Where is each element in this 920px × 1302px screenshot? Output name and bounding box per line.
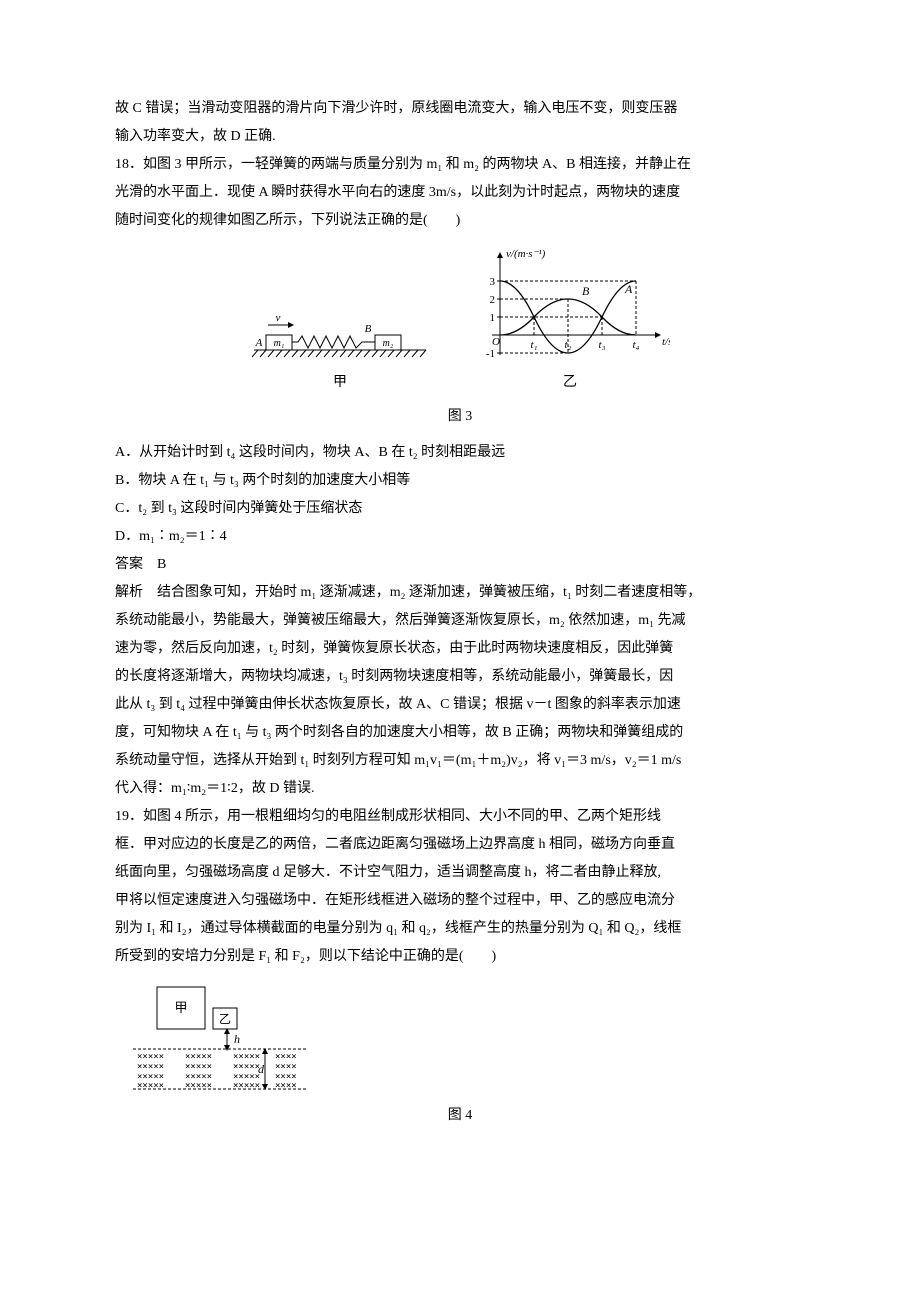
svg-text:×××××: ××××× (185, 1081, 212, 1091)
q18-exp-6: 度，可知物块 A 在 t₁ 与 t₃ 两个时刻各自的加速度大小相等，故 B 正确… (115, 719, 805, 747)
ytick-1: 1 (490, 312, 496, 324)
q18-exp-7: 系统动量守恒，选择从开始到 t₁ 时刻列方程可知 m₁v₁＝(m₁＋m₂)v₂，… (115, 747, 805, 775)
spring-diagram-svg: m₁ A m₂ B v (250, 305, 430, 365)
xtick-t3: t₃ (599, 339, 606, 351)
q18-fig-label: 图 3 (115, 403, 805, 431)
v-label: v (276, 312, 281, 324)
origin-o: O (492, 336, 500, 348)
q19-fig-label: 图 4 (115, 1102, 805, 1130)
q18-exp-1: 解析 结合图象可知，开始时 m₁ 逐渐减速，m₂ 逐渐加速，弹簧被压缩，t₁ 时… (115, 579, 805, 607)
q18-exp-4: 的长度将逐渐增大，两物块均减速，t₃ 时刻两物块速度相等，系统动能最小，弹簧最长… (115, 663, 805, 691)
ytick-neg1: -1 (486, 348, 495, 360)
q18-panel-jia: m₁ A m₂ B v 甲 (250, 305, 430, 397)
xtick-t1: t₁ (531, 339, 538, 351)
d-label: d (258, 1062, 265, 1076)
prev-line-1: 故 C 错误；当滑动变阻器的滑片向下滑少许时，原线圈电流变大，输入电压不变，则变… (115, 95, 805, 123)
a-label: A (255, 337, 263, 349)
xtick-t4: t₄ (633, 339, 640, 351)
q19-stem-1: 19．如图 4 所示，用一根粗细均匀的电阻丝制成形状相同、大小不同的甲、乙两个矩… (115, 803, 805, 831)
q18-figure: m₁ A m₂ B v 甲 (115, 245, 805, 397)
panel-jia-label: 甲 (333, 369, 347, 397)
vt-chart-svg: v/(m·s⁻¹) t/s O 1 2 3 -1 t₁ t₂ t₃ (470, 245, 670, 365)
q18-stem-3: 随时间变化的规律如图乙所示，下列说法正确的是( ) (115, 207, 805, 235)
svg-text:×××××: ××××× (185, 1062, 212, 1072)
q18-exp-3: 速为零，然后反向加速，t₂ 时刻，弹簧恢复原长状态，由于此时两物块速度相反，因此… (115, 635, 805, 663)
ytick-2: 2 (490, 294, 496, 306)
svg-text:××××: ×××× (275, 1081, 297, 1091)
svg-text:×××××: ××××× (185, 1052, 212, 1062)
q18-choice-b: B．物块 A 在 t₁ 与 t₃ 两个时刻的加速度大小相等 (115, 467, 805, 495)
prev-line-2: 输入功率变大，故 D 正确. (115, 123, 805, 151)
q18-stem-2: 光滑的水平面上．现使 A 瞬时获得水平向右的速度 3m/s，以此刻为计时起点，两… (115, 179, 805, 207)
y-axis-label: v/(m·s⁻¹) (506, 248, 546, 260)
q18-exp-2: 系统动能最小，势能最大，弹簧被压缩最大，然后弹簧逐渐恢复原长，m₂ 依然加速，m… (115, 607, 805, 635)
q18-stem-1: 18．如图 3 甲所示，一轻弹簧的两端与质量分别为 m₁ 和 m₂ 的两物块 A… (115, 151, 805, 179)
jia-box-label: 甲 (174, 1000, 187, 1015)
svg-text:×××××: ××××× (137, 1062, 164, 1072)
q18-exp-5: 此从 t₃ 到 t₄ 过程中弹簧由伸长状态恢复原长，故 A、C 错误；根据 v－… (115, 691, 805, 719)
b-label: B (365, 323, 372, 335)
ytick-3: 3 (490, 276, 496, 288)
curve-a-label: A (624, 282, 633, 296)
q19-stem-3: 纸面向里，匀强磁场高度 d 足够大．不计空气阻力，适当调整高度 h，将二者由静止… (115, 859, 805, 887)
m1-label: m₁ (274, 338, 285, 349)
q19-stem-2: 框．甲对应边的长度是乙的两倍，二者底边距离匀强磁场上边界高度 h 相同，磁场方向… (115, 831, 805, 859)
q18-answer: 答案 B (115, 551, 805, 579)
q18-panel-yi: v/(m·s⁻¹) t/s O 1 2 3 -1 t₁ t₂ t₃ (470, 245, 670, 397)
svg-text:×××××: ××××× (137, 1052, 164, 1062)
q18-choice-a: A．从开始计时到 t₄ 这段时间内，物块 A、B 在 t₂ 时刻相距最远 (115, 439, 805, 467)
panel-yi-label: 乙 (563, 369, 577, 397)
m2-label: m₂ (383, 338, 394, 349)
q18-exp-8: 代入得：m₁∶m₂＝1∶2，故 D 错误. (115, 775, 805, 803)
svg-text:×××××: ××××× (233, 1052, 260, 1062)
q19-stem-4: 甲将以恒定速度进入匀强磁场中．在矩形线框进入磁场的整个过程中，甲、乙的感应电流分 (115, 887, 805, 915)
h-label: h (234, 1032, 240, 1046)
yi-box-label: 乙 (219, 1012, 231, 1026)
q19-stem-6: 所受到的安培力分别是 F₁ 和 F₂，则以下结论中正确的是( ) (115, 943, 805, 971)
svg-text:××××: ×××× (275, 1052, 297, 1062)
q18-choice-c: C．t₂ 到 t₃ 这段时间内弹簧处于压缩状态 (115, 495, 805, 523)
svg-text:×××××: ××××× (233, 1081, 260, 1091)
q19-diagram-svg: 甲 乙 h ××××××××××××××××××× ××××××××××××××… (115, 981, 325, 1096)
q19-figure: 甲 乙 h ××××××××××××××××××× ××××××××××××××… (115, 981, 805, 1096)
svg-text:×××××: ××××× (233, 1062, 260, 1072)
q18-choice-d: D．m₁∶m₂＝1∶4 (115, 523, 805, 551)
curve-b-label: B (582, 284, 590, 298)
svg-text:×××××: ××××× (137, 1081, 164, 1091)
x-axis-label: t/s (662, 336, 670, 348)
q19-stem-5: 别为 I₁ 和 I₂，通过导体横截面的电量分别为 q₁ 和 q₂，线框产生的热量… (115, 915, 805, 943)
svg-text:××××: ×××× (275, 1062, 297, 1072)
